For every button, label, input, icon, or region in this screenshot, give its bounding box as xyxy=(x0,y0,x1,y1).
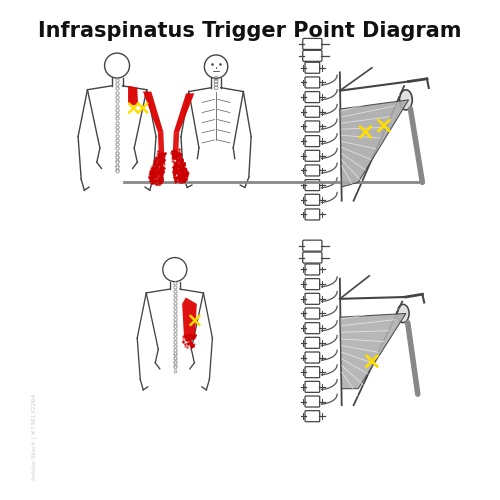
FancyBboxPatch shape xyxy=(305,62,320,74)
FancyBboxPatch shape xyxy=(305,278,320,289)
FancyBboxPatch shape xyxy=(305,150,320,162)
FancyBboxPatch shape xyxy=(305,352,320,363)
FancyBboxPatch shape xyxy=(305,382,320,392)
Polygon shape xyxy=(174,94,195,132)
FancyBboxPatch shape xyxy=(305,308,320,319)
FancyBboxPatch shape xyxy=(305,136,320,146)
FancyBboxPatch shape xyxy=(305,410,320,422)
FancyBboxPatch shape xyxy=(305,121,320,132)
FancyBboxPatch shape xyxy=(302,50,322,62)
FancyBboxPatch shape xyxy=(305,77,320,88)
Text: Adobe Stock | #736132264: Adobe Stock | #736132264 xyxy=(32,393,38,480)
Polygon shape xyxy=(340,100,408,187)
FancyBboxPatch shape xyxy=(302,38,322,50)
FancyBboxPatch shape xyxy=(305,366,320,378)
FancyBboxPatch shape xyxy=(305,106,320,118)
FancyBboxPatch shape xyxy=(305,264,320,275)
Polygon shape xyxy=(340,314,406,388)
FancyBboxPatch shape xyxy=(305,165,320,176)
Ellipse shape xyxy=(400,90,412,110)
FancyBboxPatch shape xyxy=(305,294,320,304)
Polygon shape xyxy=(182,298,197,341)
FancyBboxPatch shape xyxy=(305,396,320,407)
FancyBboxPatch shape xyxy=(305,322,320,334)
FancyBboxPatch shape xyxy=(305,180,320,190)
Polygon shape xyxy=(143,92,164,132)
FancyBboxPatch shape xyxy=(305,92,320,102)
Polygon shape xyxy=(173,132,179,154)
Polygon shape xyxy=(128,86,138,106)
Text: Infraspinatus Trigger Point Diagram: Infraspinatus Trigger Point Diagram xyxy=(38,21,462,41)
FancyBboxPatch shape xyxy=(305,338,320,348)
FancyBboxPatch shape xyxy=(302,240,322,251)
Polygon shape xyxy=(158,132,164,155)
FancyBboxPatch shape xyxy=(305,194,320,205)
Ellipse shape xyxy=(397,304,409,322)
FancyBboxPatch shape xyxy=(305,209,320,220)
FancyBboxPatch shape xyxy=(302,252,322,263)
